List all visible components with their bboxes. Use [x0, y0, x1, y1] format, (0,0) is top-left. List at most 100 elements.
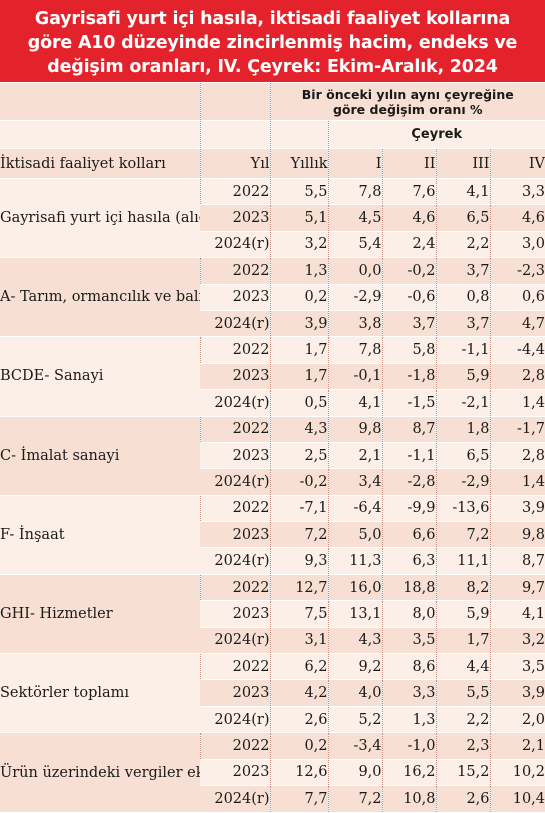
value-cell-q3: 5,9 — [435, 362, 490, 390]
quarter-group-header: Çeyrek — [327, 120, 545, 149]
value-cell-annual: -0,2 — [269, 468, 328, 496]
table-row: Gayrisafi yurt içi hasıla (alıcı fiyatla… — [0, 177, 545, 258]
value-cell-q4: 2,8 — [489, 441, 545, 469]
value-cell-q1: 9,2 — [327, 653, 382, 680]
header-row-caption: Bir önceki yılın aynı çeyreğine göre değ… — [0, 82, 545, 121]
header-row-quarter: Çeyrek — [0, 120, 545, 149]
value-cell-q4: 4,6 — [489, 204, 545, 232]
table-row: 2023 1,7 -0,1 -1,8 5,9 2,8 — [0, 362, 545, 390]
value-cell-q3: 1,7 — [435, 626, 490, 654]
year-cell: 2022 — [199, 415, 270, 443]
value-cell-annual: 0,2 — [269, 283, 328, 311]
value-cell-q2: 4,6 — [381, 204, 436, 232]
value-cell-q2: -1,5 — [381, 389, 436, 417]
year-cell: 2023 — [200, 679, 270, 707]
value-cell-annual: 12,7 — [269, 573, 328, 601]
value-cell-annual: 1,7 — [269, 362, 328, 390]
value-cell-q4: 4,1 — [489, 600, 545, 628]
year-cell: 2022 — [199, 494, 270, 522]
value-cell-q3: 3,7 — [435, 309, 490, 337]
value-cell-q2: 16,2 — [381, 758, 436, 786]
value-cell-q1: 11,3 — [327, 547, 382, 575]
value-cell-annual: 6,2 — [269, 653, 328, 680]
value-cell-q2: 6,3 — [381, 547, 436, 575]
year-cell: 2023 — [200, 204, 270, 232]
value-cell-q3: -1,1 — [435, 336, 490, 364]
value-cell-q4: -4,4 — [489, 336, 545, 364]
value-cell-q4: 1,4 — [489, 389, 545, 417]
value-cell-q4: 3,5 — [489, 653, 545, 680]
value-cell-annual: 4,3 — [269, 415, 328, 443]
value-cell-q1: -6,4 — [327, 494, 382, 522]
value-cell-q3: 0,8 — [435, 283, 490, 311]
year-cell: 2024(r) — [200, 547, 270, 575]
value-cell-annual: 4,2 — [269, 679, 328, 707]
value-cell-q2: 7,6 — [381, 177, 436, 205]
value-cell-annual: 7,5 — [269, 600, 328, 628]
value-cell-q3: 11,1 — [435, 547, 490, 575]
value-cell-q2: 3,3 — [381, 679, 436, 707]
value-cell-q3: 5,5 — [435, 679, 490, 707]
year-cell: 2023 — [200, 362, 270, 390]
value-cell-q1: 3,4 — [327, 468, 382, 496]
value-cell-q3: 2,6 — [435, 784, 490, 812]
value-cell-q2: -1,1 — [381, 441, 436, 469]
value-cell-annual: 3,9 — [269, 309, 328, 337]
table-row: BCDE- Sanayi 2022 1,7 7,8 5,8 -1,1 -4,4 — [0, 336, 545, 417]
value-cell-q2: 8,6 — [381, 653, 436, 680]
value-cell-q2: 5,8 — [381, 336, 436, 364]
change-rate-caption: Bir önceki yılın aynı çeyreğine göre değ… — [269, 82, 545, 121]
value-cell-q1: 16,0 — [327, 573, 382, 601]
year-cell: 2022 — [199, 732, 270, 760]
value-cell-q3: 2,2 — [435, 230, 490, 258]
value-cell-q4: 1,4 — [489, 468, 545, 496]
value-cell-q1: -2,9 — [327, 283, 382, 311]
col-header-q4: IV — [489, 148, 545, 179]
value-cell-q4: 8,7 — [489, 547, 545, 575]
col-header-year: Yıl — [199, 148, 270, 179]
value-cell-annual: 0,5 — [269, 389, 328, 417]
year-cell: 2023 — [200, 283, 270, 311]
value-cell-annual: 1,7 — [269, 336, 328, 364]
value-cell-annual: -7,1 — [269, 494, 328, 522]
value-cell-q4: 3,0 — [489, 230, 545, 258]
col-header-q1: I — [327, 148, 382, 179]
value-cell-q1: 7,2 — [327, 784, 382, 812]
value-cell-q3: 7,2 — [435, 521, 490, 548]
value-cell-annual: 2,5 — [269, 441, 328, 469]
value-cell-q4: 4,7 — [489, 309, 545, 337]
table-row: A- Tarım, ormancılık ve balıkçılık20221,… — [0, 257, 545, 337]
value-cell-q1: 4,1 — [327, 389, 382, 417]
value-cell-q3: 2,3 — [435, 732, 490, 760]
value-cell-q3: 6,5 — [435, 204, 490, 232]
value-cell-annual: 1,3 — [269, 257, 328, 285]
title-line: değişim oranları, IV. Çeyrek: Ekim-Aralı… — [47, 57, 498, 77]
value-cell-annual: 5,1 — [269, 204, 328, 232]
value-cell-q1: 3,8 — [327, 309, 382, 337]
value-cell-annual: 7,7 — [269, 784, 328, 812]
value-cell-q1: 2,1 — [327, 441, 382, 469]
value-cell-annual: 3,2 — [269, 230, 328, 258]
value-cell-q4: 10,2 — [489, 758, 545, 786]
col-header-q2: II — [381, 148, 436, 179]
year-cell: 2023 — [200, 521, 270, 548]
value-cell-q4: 9,8 — [489, 521, 545, 548]
col-header-annual: Yıllık — [269, 148, 328, 179]
value-cell-q2: -9,9 — [381, 494, 436, 522]
value-cell-annual: 9,3 — [269, 547, 328, 575]
value-cell-q3: 4,1 — [435, 177, 490, 205]
table-row: 2023 5,1 4,5 4,6 6,5 4,6 — [0, 204, 545, 232]
col-header-q3: III — [435, 148, 490, 179]
year-cell: 2024(r) — [200, 309, 270, 337]
year-cell: 2022 — [199, 653, 270, 680]
value-cell-q4: 3,2 — [489, 626, 545, 654]
value-cell-q3: -2,9 — [435, 468, 490, 496]
value-cell-q4: 3,3 — [489, 177, 545, 205]
value-cell-q3: -2,1 — [435, 389, 490, 417]
sector-label: A- Tarım, ormancılık ve balıkçılık — [0, 257, 200, 337]
value-cell-q4: 2,1 — [489, 732, 545, 760]
value-cell-annual: 3,1 — [269, 626, 328, 654]
value-cell-annual: 5,5 — [269, 177, 328, 205]
sector-label: GHI- Hizmetler — [0, 573, 200, 654]
